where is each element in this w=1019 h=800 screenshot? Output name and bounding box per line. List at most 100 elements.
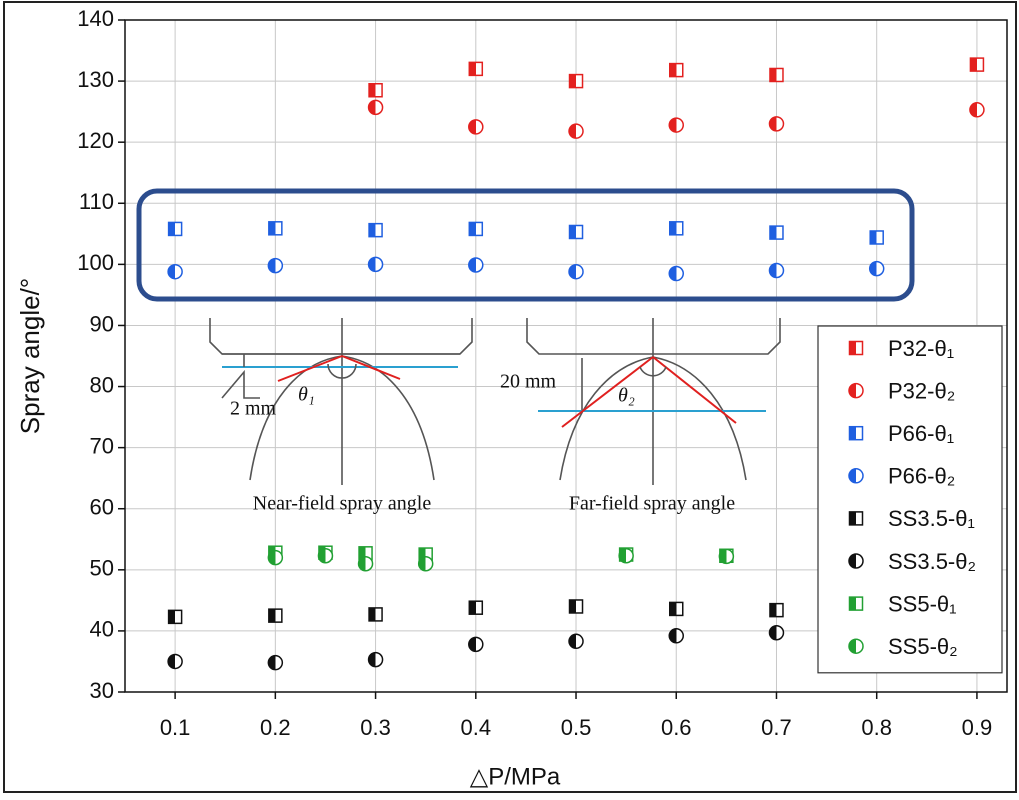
y-tick-label: 80 — [90, 372, 114, 397]
marker-square — [167, 221, 183, 237]
annotation: Near-field spray angle — [253, 493, 432, 515]
marker-circle — [618, 548, 634, 564]
marker-circle — [267, 654, 284, 671]
marker-circle — [868, 260, 885, 277]
marker-circle — [718, 548, 735, 565]
legend-label: SS3.5-θ₂ — [888, 549, 976, 574]
x-tick-label: 0.8 — [861, 715, 892, 740]
marker-circle — [167, 653, 183, 670]
annotation: 20 mm — [500, 371, 557, 393]
marker-circle — [417, 555, 434, 572]
legend-box — [817, 325, 1003, 674]
y-tick-label: 110 — [79, 189, 114, 214]
marker-circle — [468, 636, 484, 653]
x-tick-label: 0.6 — [661, 715, 692, 740]
marker-circle — [768, 116, 785, 132]
marker-square — [669, 601, 684, 617]
y-tick-label: 70 — [90, 433, 114, 458]
marker-square — [468, 221, 484, 237]
marker-circle — [848, 382, 864, 399]
marker-square — [669, 221, 684, 236]
marker-square — [848, 425, 864, 441]
x-tick-label: 0.4 — [460, 715, 491, 740]
x-tick-label: 0.5 — [561, 715, 592, 740]
y-tick-label: 130 — [77, 67, 114, 92]
marker-circle — [848, 468, 864, 484]
marker-square — [368, 83, 383, 98]
marker-square — [368, 607, 383, 622]
marker-square — [669, 62, 684, 78]
marker-square — [848, 511, 864, 526]
y-tick-label: 50 — [90, 556, 114, 581]
frame — [3, 1, 1017, 793]
x-tick-label: 0.2 — [260, 715, 291, 740]
x-tick-label: 0.3 — [360, 715, 391, 740]
x-tick-label: 0.7 — [761, 715, 792, 740]
x-axis-label: △P/MPa — [470, 763, 561, 790]
marker-circle — [768, 262, 785, 279]
inset-near-field: 2 mm θ₁ Near-field spray angle — [209, 318, 473, 515]
y-tick-label: 60 — [90, 495, 114, 520]
y-tick-label: 140 — [77, 6, 114, 31]
marker-circle — [267, 549, 284, 566]
marker-square — [769, 602, 784, 618]
marker-circle — [568, 263, 584, 280]
y-tick-label: 120 — [77, 128, 114, 153]
marker-square — [468, 61, 484, 77]
x-tick-label: 0.9 — [962, 715, 993, 740]
legend-label: SS3.5-θ₁ — [888, 506, 975, 531]
y-tick-label: 90 — [90, 311, 114, 336]
x-tick-label: 0.1 — [160, 715, 191, 740]
marker-square — [268, 608, 283, 623]
legend-label: P66-θ₁ — [888, 421, 954, 446]
marks — [167, 57, 985, 671]
marker-circle — [367, 99, 384, 116]
marker-square — [769, 67, 784, 83]
highlight-box — [136, 188, 915, 302]
axis — [124, 19, 1008, 693]
marker-circle — [167, 263, 183, 280]
marker-circle — [848, 638, 864, 654]
legend-label: SS5-θ₁ — [888, 591, 957, 616]
y-tick-label: 30 — [90, 678, 114, 703]
marker-circle — [367, 651, 384, 668]
marker-circle — [357, 555, 374, 572]
annotation: θ₁ — [298, 384, 315, 406]
marker-square — [167, 609, 183, 625]
marker-square — [368, 222, 383, 238]
marker-square — [568, 73, 584, 89]
marker-circle — [317, 548, 334, 564]
annotation: 2 mm — [230, 398, 277, 420]
marker-circle — [848, 553, 864, 569]
marker-circle — [367, 256, 384, 273]
legend-label: P32-θ₁ — [888, 336, 954, 361]
marker-circle — [768, 624, 785, 641]
marker-circle — [668, 265, 684, 282]
marker-circle — [668, 117, 684, 133]
annotation: Far-field spray angle — [569, 493, 735, 515]
marker-circle — [568, 633, 584, 650]
marker-square — [568, 599, 584, 614]
marker-square — [268, 221, 283, 236]
marker-square — [568, 224, 584, 240]
legend-label: P66-θ₂ — [888, 464, 955, 489]
marker-circle — [468, 119, 484, 135]
legend-label: P32-θ₂ — [888, 378, 955, 403]
marker-square — [468, 600, 484, 615]
annotation: θ₂ — [618, 385, 635, 407]
marker-square — [969, 57, 985, 72]
marker-circle — [568, 123, 584, 139]
marker-circle — [969, 102, 985, 118]
marker-square — [769, 225, 784, 240]
marker-square — [869, 230, 884, 245]
marker-square — [848, 596, 864, 611]
marker-circle — [267, 257, 284, 274]
inset-far-field: 20 mm θ₂ Far-field spray angle — [500, 318, 781, 515]
marker-circle — [668, 628, 684, 644]
marker-circle — [468, 257, 484, 273]
y-axis-label: Spray angle/° — [15, 278, 45, 434]
y-tick-label: 40 — [90, 617, 114, 642]
y-tick-label: 100 — [77, 250, 114, 275]
legend-label: SS5-θ₂ — [888, 634, 958, 659]
